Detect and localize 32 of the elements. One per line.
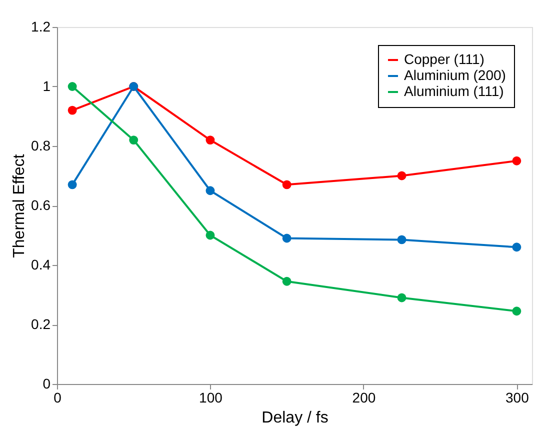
point [206,230,215,240]
legend-label: Copper (111) [404,51,484,67]
x-tick-label: 100 [199,390,223,406]
y-tick-label: 0.2 [31,316,51,332]
y-tick-label: 0.8 [31,138,51,154]
legend-label: Aluminium (200) [404,67,506,83]
point [206,136,215,145]
point [397,293,406,302]
point [206,186,215,196]
point [512,156,522,166]
y-tick-label: 0 [42,376,51,392]
point [68,106,77,115]
y-tick-label: 1.2 [31,18,51,34]
point [397,171,406,180]
y-tick-label: 0.6 [31,197,51,213]
point [129,136,138,145]
point [512,242,522,252]
point [397,235,406,244]
point [282,180,292,190]
y-axis-title: Thermal Effect [11,154,28,258]
x-tick-label: 300 [506,390,530,406]
x-tick-label: 0 [54,390,62,406]
point [282,276,292,286]
x-tick-label: 200 [352,390,376,406]
point [512,306,522,316]
y-tick-label: 1 [42,78,51,94]
point [68,180,77,190]
legend-label: Aluminium (111) [404,83,504,99]
y-tick-label: 0.4 [31,256,51,272]
point [68,82,77,91]
point [282,234,292,243]
x-axis-title: Delay / fs [262,410,328,426]
